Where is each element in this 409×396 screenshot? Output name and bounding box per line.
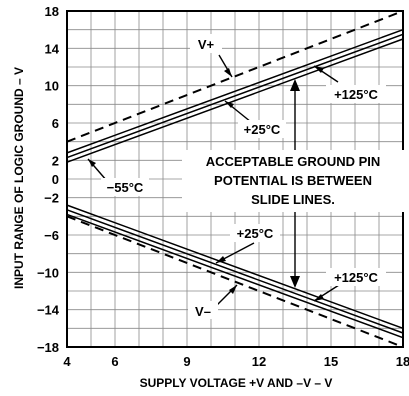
x-tick-label: 18 (396, 354, 409, 369)
x-tick-labels: 4 6 9 12 15 18 (63, 354, 409, 369)
y-tick-label: 18 (45, 4, 59, 19)
t125-top-label: +125°C (334, 87, 378, 102)
y-tick-label: −6 (44, 228, 59, 243)
series-line-5 (66, 204, 404, 330)
tm55-label: −55°C (107, 180, 144, 195)
y-tick-label: −10 (37, 265, 59, 280)
note-line-2: POTENTIAL IS BETWEEN (214, 173, 372, 188)
y-tick-labels: 18 14 10 6 2 0 −2 −6 −10 −14 −18 (37, 4, 60, 355)
t25-bot-label: +25°C (237, 226, 274, 241)
y-tick-label: 2 (52, 153, 59, 168)
t25-top-arrowhead (225, 101, 234, 108)
x-tick-label: 12 (252, 354, 266, 369)
vminus-arrowhead (229, 285, 237, 294)
series-line-2 (66, 33, 404, 159)
y-tick-label: 0 (52, 172, 59, 187)
annotation-labels: V+ +25°C +125°C −55°C +25°C +125°C V– AC… (101, 34, 404, 319)
note-arrow-down-head (290, 276, 300, 288)
vminus-label: V– (195, 304, 211, 319)
t125-bot-arrowhead (314, 294, 324, 301)
vminus-label-bg (188, 301, 218, 319)
t25-bot-label-bg (230, 224, 280, 242)
vplus-arrowhead (224, 68, 232, 77)
tm55-label-bg (101, 178, 149, 196)
note-bg (182, 150, 404, 212)
y-tick-label: 6 (52, 116, 59, 131)
y-tick-label: −2 (44, 191, 59, 206)
t25-top-label: +25°C (244, 122, 281, 137)
series-line-0 (66, 10, 404, 143)
y-tick-label: 10 (45, 79, 59, 94)
x-tick-label: 15 (324, 354, 338, 369)
note-arrow-up-head (290, 79, 300, 91)
t125-top-label-bg (326, 85, 386, 103)
y-tick-label: −18 (37, 340, 59, 355)
y-tick-label: −14 (37, 303, 60, 318)
note-line-3: SLIDE LINES. (251, 192, 335, 207)
tm55-arrowhead (88, 159, 96, 167)
t125-top-arrowhead (314, 66, 324, 73)
vplus-label-bg (190, 34, 222, 53)
x-axis-label: SUPPLY VOLTAGE +V AND –V – V (140, 376, 333, 390)
x-tick-label: 4 (63, 354, 71, 369)
y-axis-label: INPUT RANGE OF LOGIC GROUND – V (12, 67, 26, 289)
x-tick-label: 9 (183, 354, 190, 369)
t125-bot-label-bg (326, 268, 386, 286)
series-line-1 (66, 28, 404, 154)
t25-bot-arrowhead (216, 256, 226, 263)
t125-bot-label: +125°C (334, 270, 378, 285)
series-line-6 (66, 209, 404, 334)
y-tick-label: 14 (45, 41, 60, 56)
arrowheads (88, 66, 324, 301)
series-line-3 (66, 38, 404, 163)
series-group (66, 10, 404, 348)
vplus-label: V+ (198, 37, 215, 52)
series-line-4 (66, 215, 404, 348)
t25-top-label-bg (238, 120, 286, 138)
note-line-1: ACCEPTABLE GROUND PIN (206, 154, 381, 169)
x-tick-label: 6 (111, 354, 118, 369)
series-line-7 (66, 213, 404, 339)
